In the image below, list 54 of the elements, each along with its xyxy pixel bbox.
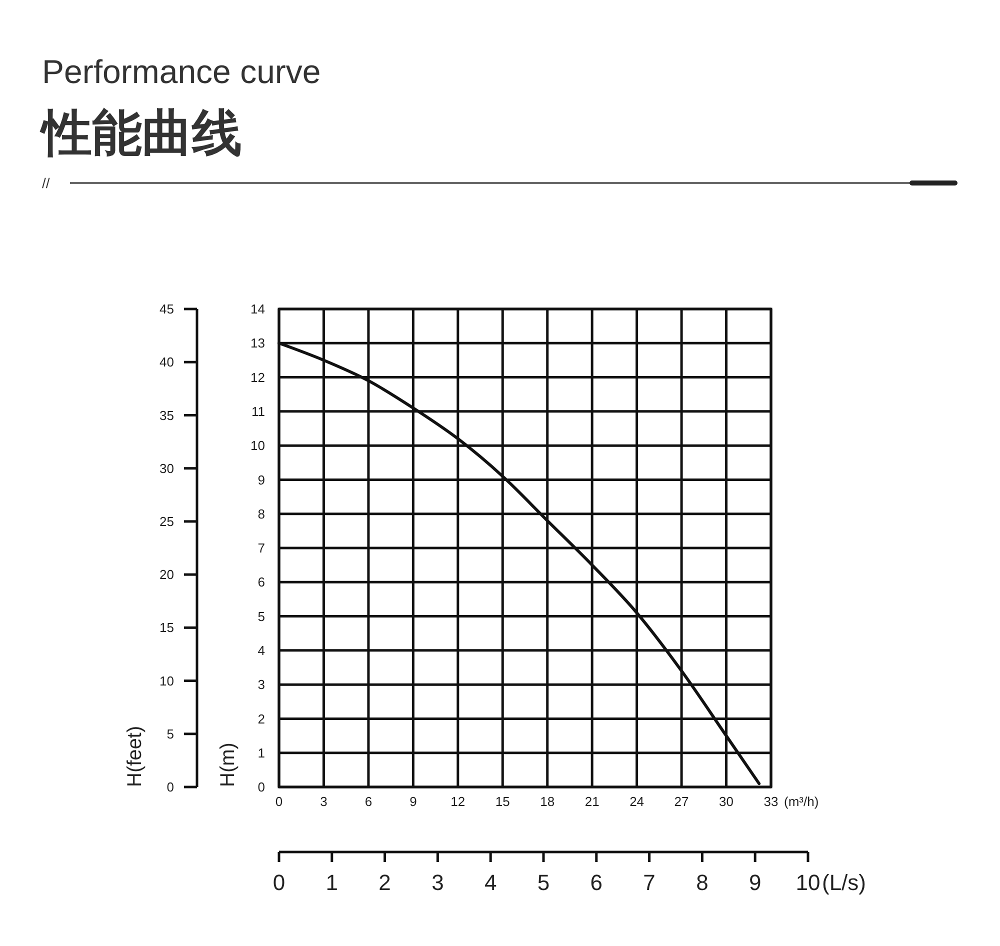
- y2-tick-label: 40: [160, 354, 174, 370]
- x-tick-label: 12: [450, 794, 466, 809]
- x2-tick-label: 2: [378, 870, 391, 895]
- x2-tick-label: 9: [748, 870, 762, 895]
- y-tick-label: 0: [258, 780, 265, 795]
- x2-tick-label: 10: [796, 870, 820, 895]
- x-tick-label: 9: [410, 794, 417, 809]
- x-tick-label: 27: [674, 794, 689, 809]
- y2-tick-label: 35: [160, 408, 174, 423]
- x2-tick-label: 1: [326, 870, 338, 895]
- y2-tick-label: 10: [160, 673, 174, 688]
- x-tick-label: 30: [719, 794, 734, 809]
- x-tick-label: 18: [540, 794, 555, 809]
- y2-tick-label: 0: [166, 780, 174, 795]
- chart-subtitle: 性能曲线: [39, 104, 242, 162]
- y2-tick-label: 30: [160, 460, 174, 476]
- y-tick-label: 14: [250, 302, 265, 317]
- x-axis-title: (m³/h): [784, 794, 819, 809]
- x2-tick-label: 3: [432, 870, 444, 895]
- x2-axis-title: (L/s): [822, 870, 866, 895]
- y2-tick-label: 25: [160, 514, 174, 529]
- y2-tick-label: 20: [160, 567, 174, 582]
- x-tick-label: 24: [630, 794, 644, 809]
- y-tick-label: 7: [258, 540, 265, 556]
- y-tick-label: 11: [252, 404, 265, 419]
- x2-tick-label: 5: [537, 870, 550, 895]
- x-tick-label: 3: [320, 794, 328, 809]
- y2-tick-label: 45: [160, 302, 174, 317]
- chart-title: Performance curve: [42, 53, 321, 90]
- y2-tick-label: 15: [160, 620, 174, 636]
- y-tick-label: 13: [250, 336, 265, 351]
- y-tick-label: 4: [258, 642, 265, 658]
- y-tick-label: 10: [250, 438, 265, 454]
- x-tick-label: 33: [764, 794, 778, 809]
- x-tick-label: 15: [495, 794, 510, 809]
- y-tick-label: 9: [258, 472, 265, 488]
- x2-tick-label: 4: [484, 870, 497, 895]
- y-tick-label: 12: [250, 370, 265, 385]
- x2-tick-label: 7: [643, 870, 656, 895]
- y-tick-label: 5: [258, 608, 265, 624]
- y-tick-label: 1: [258, 745, 265, 760]
- y-tick-label: 6: [258, 574, 265, 590]
- y2-tick-label: 5: [166, 726, 174, 742]
- y2-axis-title: H(feet): [124, 726, 146, 787]
- y-tick-label: 2: [258, 711, 265, 726]
- y-tick-label: 3: [258, 677, 265, 692]
- text: //: [42, 175, 50, 191]
- x-tick-label: 0: [275, 794, 283, 809]
- x2-tick-label: 6: [590, 870, 603, 895]
- x-tick-label: 21: [584, 794, 600, 809]
- y-tick-label: 8: [258, 506, 265, 522]
- y-axis-title: H(m): [217, 742, 239, 787]
- x-tick-label: 6: [364, 794, 372, 809]
- x2-tick-label: 8: [696, 870, 708, 895]
